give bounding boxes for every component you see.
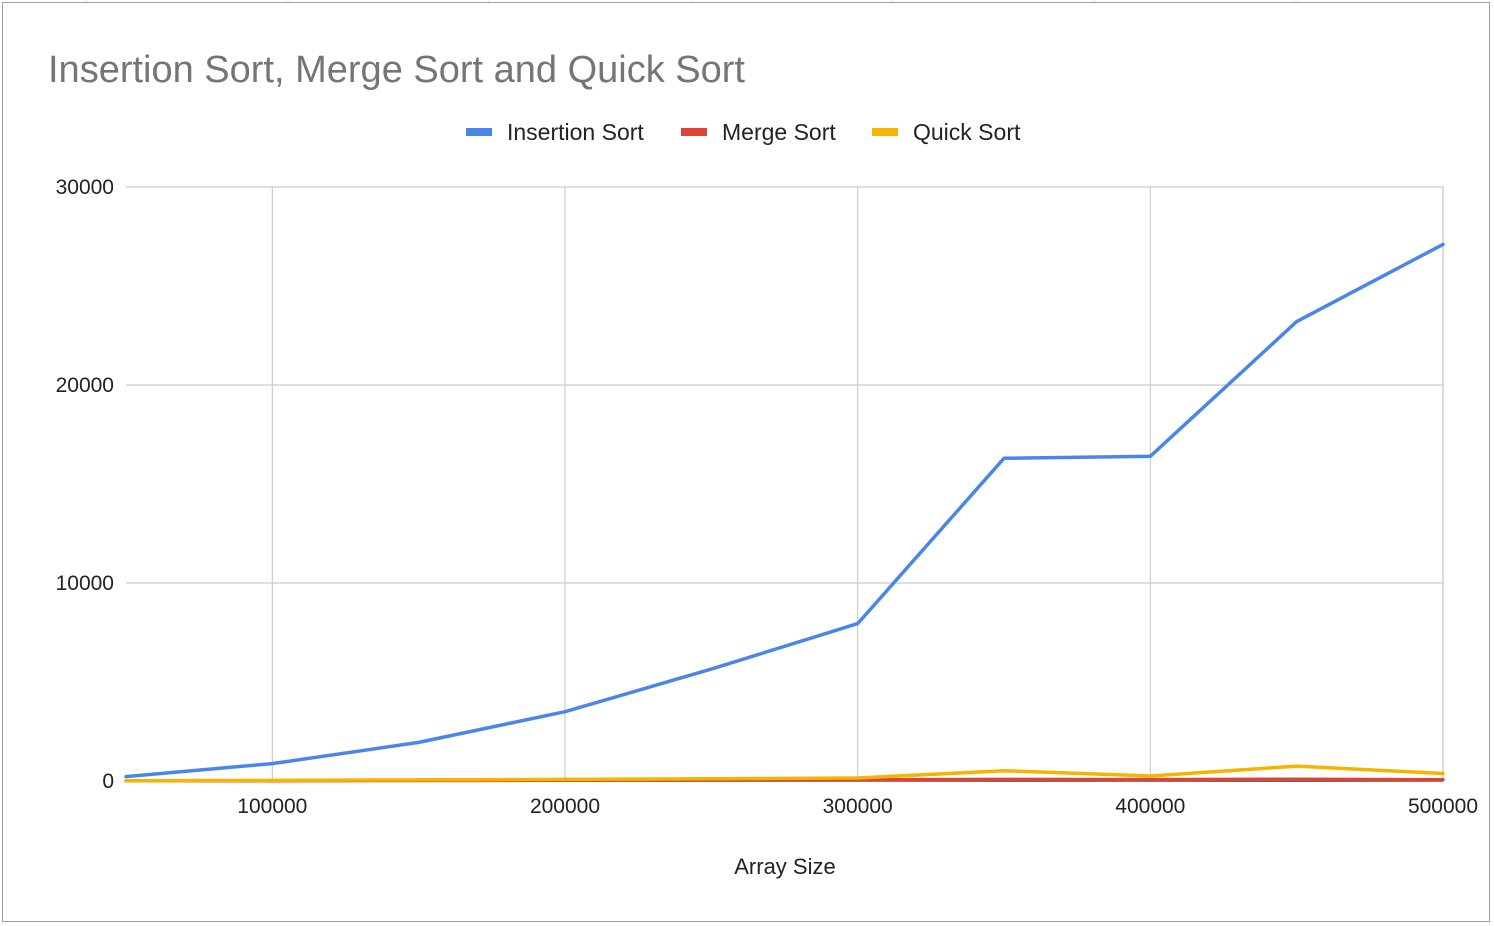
legend-item[interactable]: Quick Sort	[872, 119, 1021, 145]
x-tick-label: 100000	[237, 795, 307, 818]
x-tick-label: 500000	[1408, 795, 1478, 818]
legend-swatch	[872, 128, 898, 136]
legend-label: Merge Sort	[722, 119, 836, 145]
chart-tick-labels: 0 10000 20000 30000 100000 200000 300000 400000…	[56, 176, 1478, 818]
legend-item[interactable]: Insertion Sort	[466, 119, 644, 145]
y-tick-label: 10000	[56, 572, 114, 595]
sheet-gridlines	[85, 0, 1297, 3]
chart-grid	[126, 186, 1444, 782]
chart-series	[124, 242, 1445, 783]
y-tick-label: 0	[102, 770, 114, 793]
legend-swatch	[466, 128, 492, 136]
x-axis-title: Array Size	[734, 854, 835, 879]
legend-label: Insertion Sort	[507, 119, 644, 145]
legend-swatch	[681, 128, 707, 136]
chart-legend: Insertion Sort Merge Sort Quick Sort	[466, 119, 1021, 145]
x-tick-label: 300000	[823, 795, 893, 818]
legend-label: Quick Sort	[913, 119, 1021, 145]
chart-title: Insertion Sort, Merge Sort and Quick Sor…	[48, 49, 745, 91]
legend-item[interactable]: Merge Sort	[681, 119, 836, 145]
y-tick-label: 30000	[56, 176, 114, 199]
x-tick-label: 400000	[1115, 795, 1185, 818]
series-line-quick-sort[interactable]	[124, 764, 1445, 783]
x-tick-label: 200000	[530, 795, 600, 818]
series-line-insertion-sort[interactable]	[124, 242, 1445, 779]
y-tick-label: 20000	[56, 374, 114, 397]
